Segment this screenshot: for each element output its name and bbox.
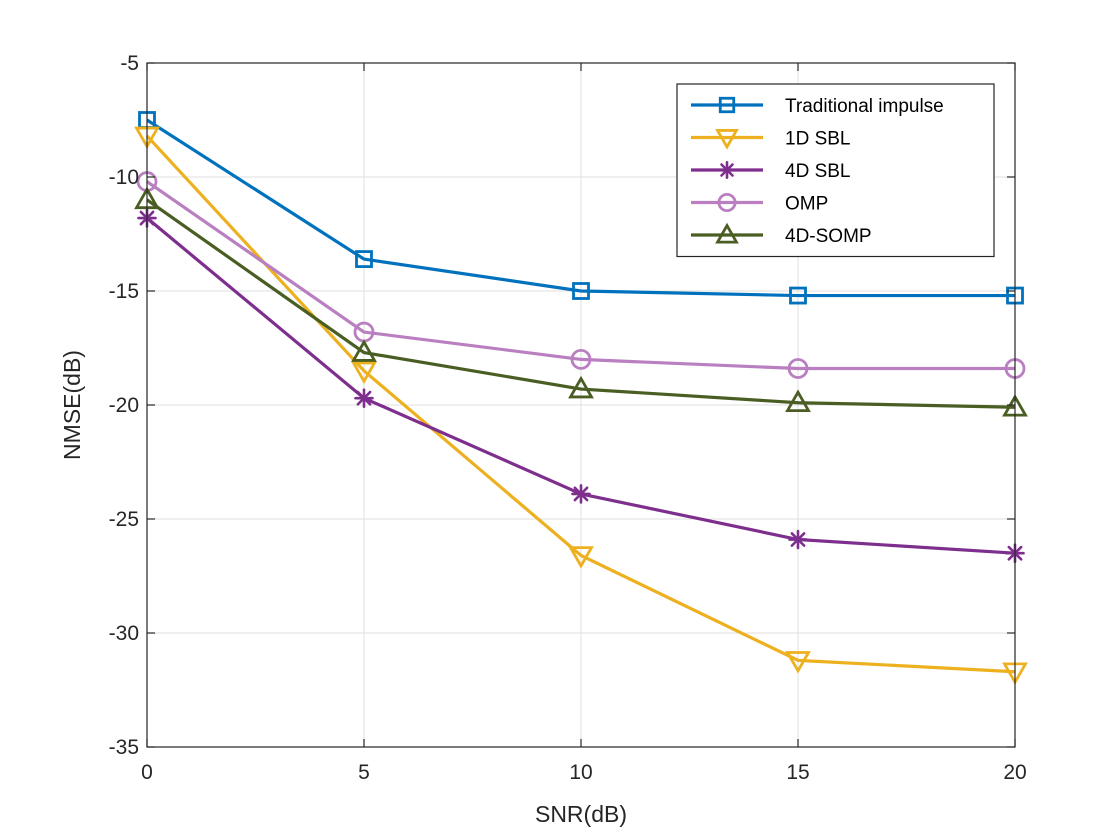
ticks: 0 5 10 15 20 -35 -30 -25 -20 -15 -10 -5 bbox=[109, 52, 1027, 784]
triangle-down-marker bbox=[715, 129, 739, 150]
circle-marker bbox=[570, 348, 592, 370]
asterisk-marker bbox=[788, 529, 808, 550]
legend-item-3: OMP bbox=[691, 192, 828, 215]
y-axis-label: NMSE(dB) bbox=[59, 350, 85, 460]
triangle-up-marker bbox=[785, 389, 811, 412]
legend-item-1: 1D SBL bbox=[691, 129, 850, 150]
square-marker bbox=[572, 282, 590, 300]
legend-label: OMP bbox=[785, 194, 828, 215]
legend-label: 4D-SOMP bbox=[785, 226, 872, 247]
series-line bbox=[146, 198, 1016, 409]
series-line bbox=[145, 134, 1016, 674]
triangle-down-marker bbox=[568, 546, 594, 569]
y-tick-label: -35 bbox=[109, 736, 139, 759]
asterisk-marker bbox=[354, 388, 374, 408]
asterisk-marker bbox=[571, 484, 591, 504]
y-tick-label: -25 bbox=[109, 508, 139, 531]
y-tick-label: -20 bbox=[109, 394, 139, 417]
circle-marker bbox=[787, 358, 809, 379]
triangle-up-marker bbox=[568, 375, 594, 399]
legend-label: 1D SBL bbox=[785, 129, 850, 150]
series-line bbox=[146, 118, 1015, 298]
square-marker bbox=[718, 96, 736, 114]
x-tick-label: 15 bbox=[786, 761, 809, 784]
legend-item-0: Traditional impulse bbox=[691, 96, 944, 117]
legend: Traditional impulse 1D SBL 4D SBL OMP 4D-SOM… bbox=[676, 83, 995, 258]
x-axis-label: SNR(dB) bbox=[535, 801, 627, 827]
y-tick-label: -30 bbox=[109, 622, 139, 645]
triangle-up-marker bbox=[715, 222, 739, 244]
x-tick-label: 20 bbox=[1003, 761, 1026, 784]
legend-item-2: 4D SBL bbox=[691, 161, 850, 182]
square-marker bbox=[355, 250, 373, 268]
square-marker bbox=[789, 286, 807, 305]
legend-label: 4D SBL bbox=[785, 161, 850, 182]
asterisk-marker bbox=[718, 161, 736, 179]
series-line bbox=[146, 180, 1015, 371]
y-tick-label: -10 bbox=[109, 166, 139, 189]
x-tick-label: 0 bbox=[141, 761, 153, 784]
legend-label: Traditional impulse bbox=[785, 96, 944, 117]
x-tick-label: 5 bbox=[358, 761, 370, 784]
y-tick-label: -15 bbox=[109, 280, 139, 303]
x-tick-label: 10 bbox=[569, 761, 592, 784]
legend-item-4: 4D-SOMP bbox=[691, 222, 872, 247]
circle-marker bbox=[717, 192, 737, 212]
y-tick-label: -5 bbox=[120, 52, 139, 75]
triangle-down-marker bbox=[351, 361, 377, 385]
triangle-up-marker bbox=[351, 339, 377, 362]
triangle-down-marker bbox=[785, 651, 811, 674]
